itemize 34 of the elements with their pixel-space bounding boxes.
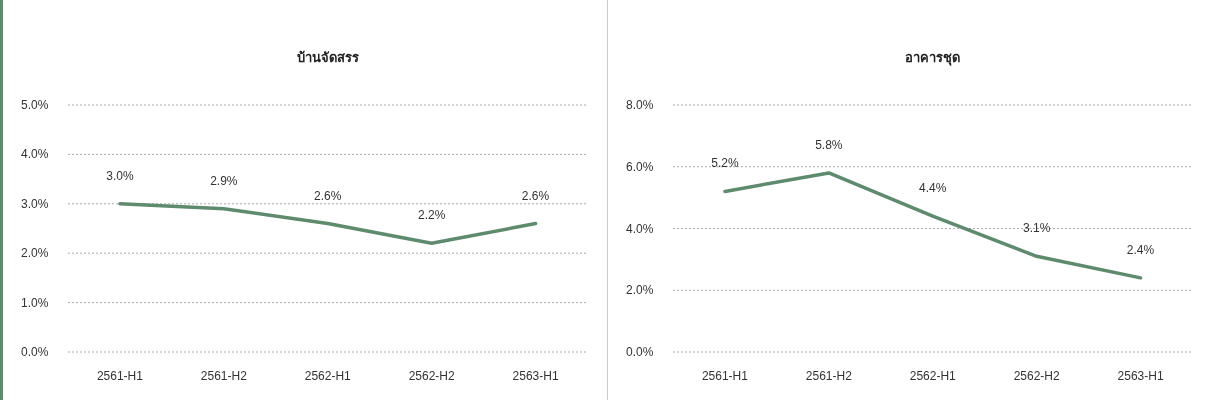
x-tick-label: 2561-H1 <box>701 369 748 383</box>
x-tick-label: 2563-H1 <box>512 369 559 383</box>
y-tick-label: 3.0% <box>21 196 49 211</box>
x-tick-label: 2562-H2 <box>408 369 455 383</box>
line-series <box>118 202 538 246</box>
x-tick-label: 2561-H2 <box>200 369 248 383</box>
data-label: 2.6% <box>314 188 342 203</box>
x-tick-label: 2562-H2 <box>1013 369 1060 383</box>
data-label: 2.2% <box>417 208 446 223</box>
y-tick-label: 2.0% <box>21 246 49 261</box>
data-label: 3.1% <box>1022 221 1051 236</box>
data-label: 4.4% <box>918 181 947 196</box>
x-tick-label: 2562-H1 <box>304 369 352 383</box>
y-tick-label: 2.0% <box>625 283 654 298</box>
data-label: 5.8% <box>814 137 843 152</box>
data-label: 5.2% <box>710 156 739 171</box>
y-tick-label: 0.0% <box>21 345 49 359</box>
x-tick-label: 2563-H1 <box>1117 369 1164 383</box>
y-tick-label: 1.0% <box>21 295 49 310</box>
x-tick-label: 2562-H1 <box>909 369 956 383</box>
chart-title: บ้านจัดสรร <box>296 50 359 65</box>
y-tick-label: 4.0% <box>625 221 654 236</box>
data-label: 2.6% <box>521 188 550 203</box>
chart-title: อาคารชุด <box>904 50 960 66</box>
data-label: 2.9% <box>210 173 238 188</box>
y-tick-label: 8.0% <box>625 98 654 112</box>
y-tick-label: 4.0% <box>21 147 49 162</box>
x-tick-label: 2561-H1 <box>96 369 144 383</box>
x-tick-label: 2561-H2 <box>805 369 852 383</box>
data-label: 3.0% <box>106 168 134 183</box>
y-tick-label: 5.0% <box>21 98 49 112</box>
data-label: 2.4% <box>1126 242 1155 257</box>
y-tick-label: 0.0% <box>625 345 654 359</box>
y-tick-label: 6.0% <box>625 159 654 174</box>
